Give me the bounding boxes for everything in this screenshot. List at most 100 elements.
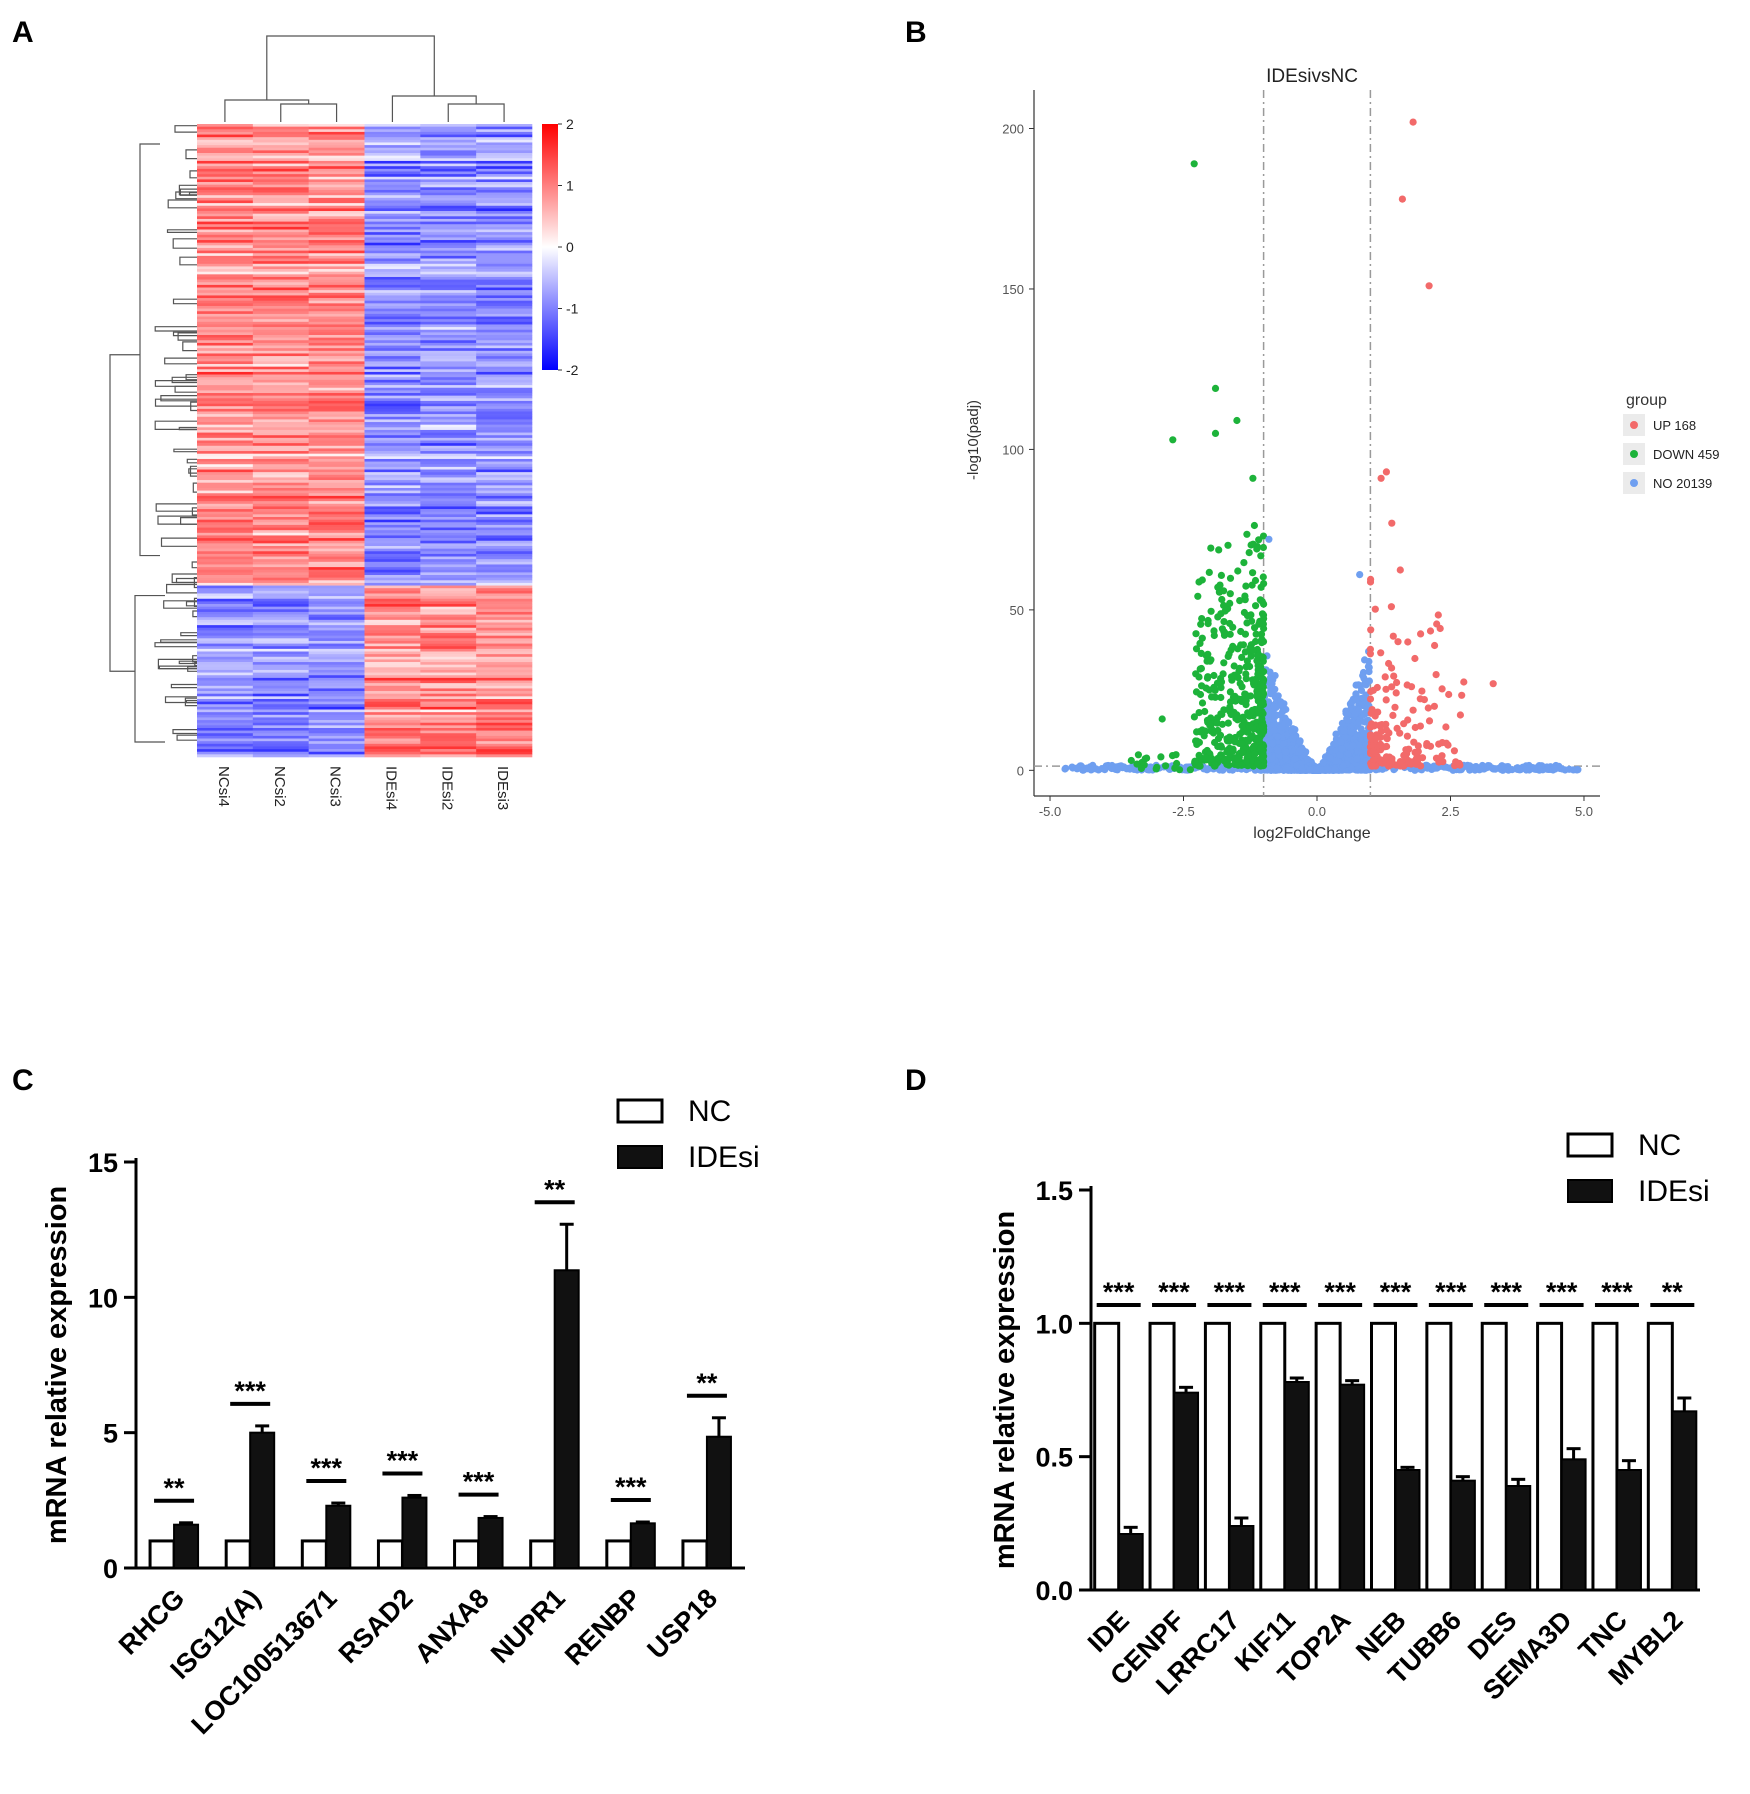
data-point [1193,728,1201,736]
data-point [1257,700,1265,708]
bar-idesi [173,1523,200,1570]
legend-key-idesi [1567,1179,1613,1203]
heatmap-cell [197,567,254,571]
heatmap-cell [476,445,533,449]
heatmap-cell [252,340,309,344]
dendrogram-branch [172,298,197,305]
y-tick-label: 150 [1002,282,1024,297]
data-point [1389,632,1397,640]
heatmap-cell [308,477,365,481]
heatmap-cell [476,189,533,193]
heatmap-cell [252,445,309,449]
bar-nc [1370,1321,1397,1592]
heatmap-cell [308,638,365,642]
heatmap-cell [252,422,309,425]
heatmap-cell [197,588,254,592]
heatmap-cell [197,611,254,615]
heatmap-cell [364,411,421,415]
heatmap-cell [197,422,254,425]
heatmap-cell [197,385,254,389]
heatmap-cell [308,543,365,547]
heatmap-cell [364,379,421,383]
data-point [1213,679,1222,687]
heatmap-cell [252,575,309,578]
heatmap-cell [476,691,533,694]
heatmap-cell [364,221,421,225]
data-point [1259,543,1267,552]
heatmap-cell [364,229,421,233]
heatmap-cell [476,509,533,513]
heatmap-cell [308,680,365,684]
data-point [1101,766,1109,774]
heatmap-cell [197,754,254,758]
heatmap-cell [420,150,477,154]
legend-title: group [1626,392,1667,409]
bar-nc [453,1539,481,1570]
heatmap-cell [364,205,421,209]
heatmap-cell [197,226,254,230]
heatmap-cell [420,477,477,481]
bar-idesi [1228,1525,1255,1591]
bar-idesi [1394,1469,1421,1591]
heatmap-cell [252,400,309,404]
heatmap-cell [364,535,421,539]
heatmap-cell [364,685,421,689]
heatmap-cell [420,205,477,209]
heatmap-cell [308,211,365,214]
heatmap-cell [197,561,254,565]
heatmap-cell [420,197,477,201]
data-point [1265,535,1273,543]
heatmap-cell [420,179,477,183]
heatmap-cell [197,335,254,338]
heatmap-cell [420,540,477,544]
heatmap-cell [308,527,365,531]
data-point [1354,681,1363,689]
data-point [1218,625,1226,633]
heatmap-cell [252,184,309,188]
data-point [1239,748,1247,756]
heatmap-cell [364,561,421,565]
data-point [1226,574,1235,582]
heatmap-cell [197,585,254,589]
heatmap-cell [308,733,365,737]
heatmap-cell [476,345,533,349]
heatmap-cell [364,335,421,338]
heatmap-cell [364,437,421,441]
heatmap-cell [308,247,365,251]
heatmap-cell [420,553,477,557]
heatmap-cell [364,142,421,146]
data-point [1233,711,1241,719]
heatmap-cell [364,622,421,626]
heatmap-cell [476,725,533,729]
heatmap-cell [308,358,365,362]
data-point [1242,675,1250,683]
heatmap-cell [364,720,421,724]
y-tick-label: 200 [1002,122,1024,137]
heatmap-cell [476,749,533,753]
heatmap-cell [308,234,365,238]
heatmap-cell [308,519,365,523]
heatmap-cell [476,313,533,317]
heatmap-cell [364,593,421,597]
heatmap-cell [197,714,254,718]
heatmap-cell [252,366,309,370]
heatmap-cell [364,435,421,439]
heatmap-cell [476,321,533,325]
heatmap-cell [476,688,533,692]
heatmap-cell [364,585,421,589]
heatmap-cell [308,371,365,375]
heatmap-cell [308,722,365,726]
heatmap-cell [420,749,477,753]
heatmap-cell [364,282,421,286]
heatmap-cell [308,440,365,444]
heatmap-cell [420,340,477,344]
heatmap-cell [476,242,533,246]
dendrogram-branch [172,238,197,249]
bar-idesi [1560,1458,1587,1592]
heatmap-cell [252,182,309,185]
heatmap-cell [252,335,309,338]
data-point [1237,641,1245,649]
heatmap-cell [308,633,365,636]
heatmap-cell [420,287,477,291]
heatmap-cell [420,754,477,758]
